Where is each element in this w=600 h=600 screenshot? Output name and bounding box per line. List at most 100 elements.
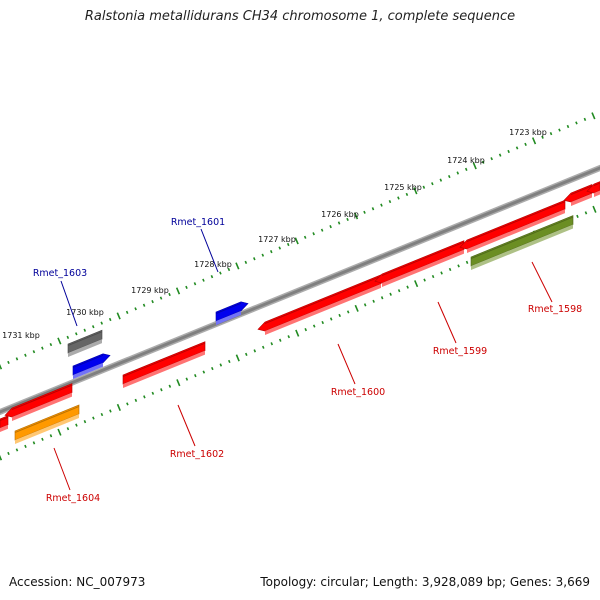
- gene-bar-rmet-1598b: [459, 199, 566, 253]
- outer-tick: [108, 317, 112, 322]
- kbp-label: 1730 kbp: [66, 308, 104, 317]
- inner-tick: [176, 379, 181, 387]
- outer-tick: [134, 307, 137, 311]
- outer-tick: [303, 235, 307, 239]
- inner-tick: [312, 324, 316, 328]
- inner-tick: [0, 454, 3, 461]
- inner-tick: [57, 428, 62, 436]
- gene-bar-rmet-1601: [215, 301, 249, 325]
- outer-tick: [353, 212, 359, 220]
- inner-tick: [304, 328, 307, 332]
- gene-leader-line: [337, 343, 356, 385]
- outer-tick: [312, 232, 315, 236]
- gene-leader-line: [53, 447, 71, 491]
- inner-tick: [126, 402, 129, 406]
- outer-tick: [219, 271, 222, 275]
- inner-tick: [15, 448, 19, 452]
- gene-leader-line: [531, 261, 553, 303]
- backbone-line: [0, 166, 600, 414]
- gene-label-rmet-1604: Rmet_1604: [46, 493, 100, 504]
- accession-text: Accession: NC_007973: [9, 575, 146, 589]
- outer-tick: [558, 128, 561, 132]
- outer-tick: [448, 174, 451, 179]
- outer-tick: [294, 237, 299, 245]
- kbp-labels: 1723 kbp 1724 kbp 1725 kbp 1726 kbp 1727 kbp…: [2, 128, 547, 340]
- outer-tick: [566, 124, 570, 129]
- outer-tick: [83, 328, 87, 332]
- kbp-label: 1727 kbp: [258, 235, 296, 244]
- outer-tick: [244, 260, 248, 264]
- inner-tick: [32, 441, 36, 445]
- inner-tick: [397, 289, 401, 293]
- gene-label-rmet-1602: Rmet_1602: [170, 449, 224, 460]
- gene-bar-rmet-1603b: [72, 353, 111, 379]
- outer-tick: [515, 146, 519, 150]
- inner-tick: [278, 338, 282, 342]
- kbp-label: 1729 kbp: [131, 286, 169, 295]
- kbp-label: 1731 kbp: [2, 331, 40, 340]
- outer-tick: [66, 335, 70, 340]
- outer-tick: [583, 117, 587, 121]
- outer-tick: [498, 153, 502, 157]
- outer-tick: [524, 142, 527, 146]
- outer-tick: [7, 360, 10, 365]
- outer-tick: [439, 178, 443, 182]
- outer-tick: [591, 112, 596, 120]
- gene-labels: Rmet_1598 Rmet_1599 Rmet_1600 Rmet_1601 Rmet…: [33, 217, 582, 504]
- inner-tick: [168, 384, 172, 388]
- inner-tick: [576, 214, 579, 218]
- outer-tick: [490, 157, 493, 161]
- inner-tick: [194, 374, 197, 378]
- outer-tick: [235, 262, 240, 270]
- inner-tick: [270, 342, 274, 346]
- inner-tick: [100, 412, 104, 417]
- outer-tick: [41, 346, 44, 350]
- kbp-label: 1726 kbp: [321, 210, 359, 219]
- outer-tick: [371, 207, 375, 211]
- inner-tick: [219, 363, 223, 367]
- outer-tick: [397, 196, 400, 200]
- inner-tick: [185, 377, 189, 381]
- outer-tick: [32, 350, 36, 354]
- inner-tick: [380, 296, 384, 300]
- gene-bar-rmet-1597: [563, 184, 593, 206]
- outer-tick: [541, 135, 544, 139]
- inner-tick: [24, 444, 27, 448]
- inner-tick: [245, 352, 248, 356]
- gene-label-rmet-1599: Rmet_1599: [433, 346, 487, 357]
- inner-tick: [7, 451, 10, 456]
- gene-label-rmet-1603: Rmet_1603: [33, 268, 87, 279]
- inner-tick: [592, 205, 597, 213]
- outer-tick: [320, 228, 324, 232]
- inner-tick: [406, 285, 409, 289]
- gene-bar-rmet-1605-partial: [0, 415, 9, 432]
- outer-tick: [380, 203, 383, 207]
- outer-tick: [185, 285, 188, 289]
- outer-tick: [15, 357, 19, 361]
- outer-tick: [142, 303, 146, 307]
- inner-tick: [363, 303, 367, 307]
- outer-tick: [227, 267, 231, 272]
- topology-summary: Topology: circular; Length: 3,928,089 bp…: [260, 575, 590, 589]
- kbp-label: 1723 kbp: [509, 128, 547, 137]
- outer-tick: [75, 332, 78, 336]
- outer-tick: [286, 242, 290, 247]
- inner-tick: [448, 267, 452, 272]
- inner-tick: [295, 329, 300, 337]
- gene-features: [0, 181, 600, 444]
- outer-tick: [549, 132, 553, 136]
- inner-tick: [109, 409, 112, 413]
- outer-tick: [481, 160, 485, 164]
- outer-tick: [151, 300, 154, 304]
- outer-tick: [24, 353, 27, 357]
- map-title: Ralstonia metallidurans CH34 chromosome …: [84, 9, 516, 24]
- outer-tick: [193, 282, 197, 286]
- outer-tick: [507, 149, 510, 154]
- inner-tick: [372, 299, 375, 303]
- outer-tick: [175, 287, 181, 295]
- inner-tick: [116, 403, 121, 412]
- outer-tick: [422, 185, 426, 189]
- gene-leader-line: [437, 301, 457, 344]
- inner-tick: [457, 264, 460, 268]
- gene-bar-rmet-1598: [470, 215, 574, 270]
